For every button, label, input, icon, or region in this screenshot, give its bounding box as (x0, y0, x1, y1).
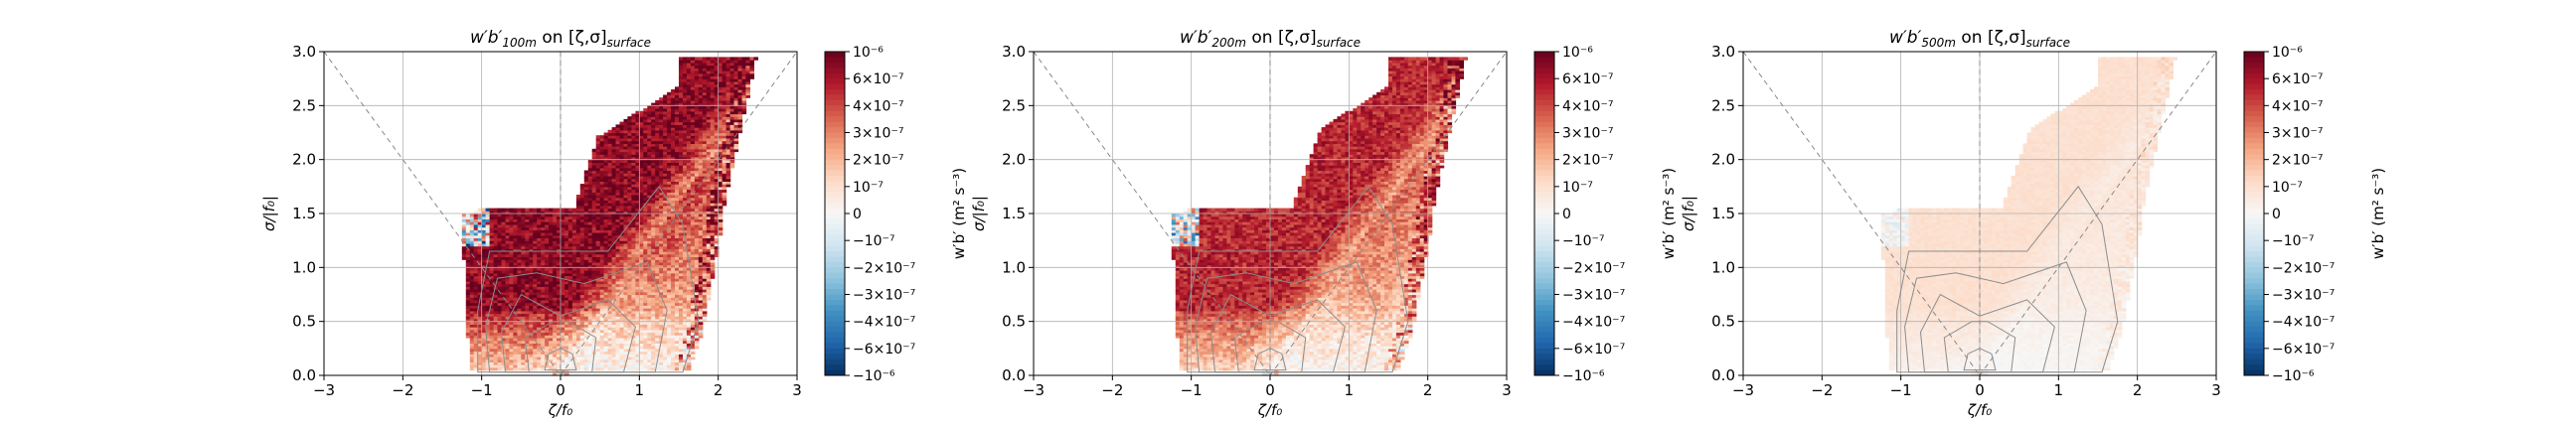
heatmap-cell (687, 57, 692, 60)
heatmap-cell (498, 209, 503, 212)
heatmap-cell (608, 130, 613, 133)
heatmap-cell (604, 133, 609, 136)
panel-1: −3 −2 −1 0 1 2 30.00.51.01.52.02.53.0ζ/f₀σ/|f₀… (260, 28, 968, 419)
heatmap-cell (509, 209, 514, 212)
heatmap-cell (643, 108, 648, 111)
heatmap-cell (502, 209, 507, 212)
heatmap-cell (533, 209, 538, 212)
heatmap-cell (521, 209, 526, 212)
heatmap-cell (568, 209, 573, 212)
heatmap-cell (545, 209, 550, 212)
heatmap-cell (616, 124, 621, 127)
heatmap-cell (513, 209, 518, 212)
heatmap-cell (655, 100, 660, 103)
heatmap-cell (537, 209, 542, 212)
heatmap-cell (486, 209, 491, 212)
heatmap-cell (703, 57, 708, 60)
heatmap-cell (572, 209, 577, 212)
heatmap-cell (490, 209, 495, 212)
heatmap-cell (679, 57, 684, 60)
heatmap-cell (663, 95, 668, 98)
heatmap-cell (592, 149, 597, 152)
heatmap-cell (525, 209, 530, 212)
heatmap-cell (549, 209, 554, 212)
heatmap-cell (691, 57, 696, 60)
heatmap-cell (466, 214, 471, 216)
heatmap-cell (699, 57, 704, 60)
heatmap-cell (580, 184, 585, 187)
heatmap-cell (620, 122, 625, 125)
heatmap-cell (631, 114, 636, 117)
heatmap-cell (561, 209, 565, 212)
heatmap-cell (596, 135, 601, 138)
heatmap-cell (667, 92, 672, 95)
heatmap-cell (675, 86, 680, 89)
heatmap-cell (627, 116, 632, 119)
heatmap-cell (639, 111, 644, 114)
heatmap-cell (584, 171, 589, 174)
heatmap-cell (462, 214, 467, 216)
